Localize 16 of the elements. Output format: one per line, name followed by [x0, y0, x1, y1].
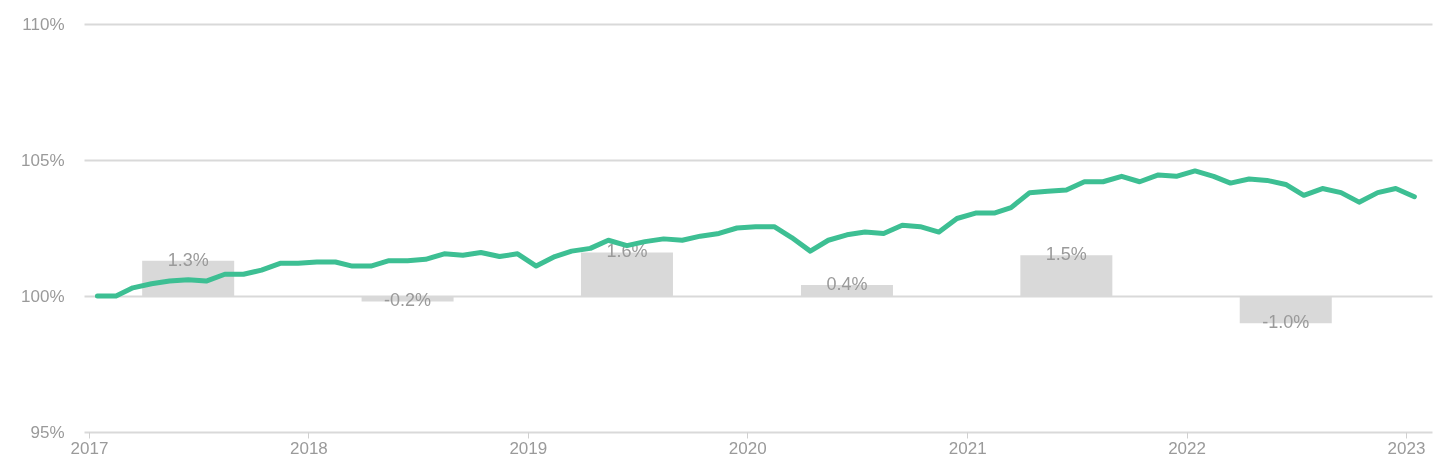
data-label: 0.4% — [826, 274, 868, 295]
x-tick-label: 2023 — [1387, 438, 1426, 458]
x-tick-label: 2017 — [70, 438, 109, 458]
y-tick-label: 105% — [21, 150, 65, 170]
x-tick-label: 2022 — [1168, 438, 1206, 458]
x-tick-label: 2020 — [728, 438, 767, 458]
data-label: -0.2% — [384, 290, 432, 311]
x-tick-label: 2018 — [289, 438, 328, 458]
data-label: 1.5% — [1045, 244, 1087, 265]
x-tick-label: 2019 — [509, 438, 548, 458]
y-tick-label: 95% — [30, 422, 65, 442]
data-label: -1.0% — [1262, 312, 1310, 333]
data-label: 1.3% — [167, 249, 209, 270]
y-tick-label: 110% — [22, 14, 65, 34]
x-tick-label: 2021 — [948, 438, 987, 458]
y-tick-label: 100% — [21, 286, 65, 306]
